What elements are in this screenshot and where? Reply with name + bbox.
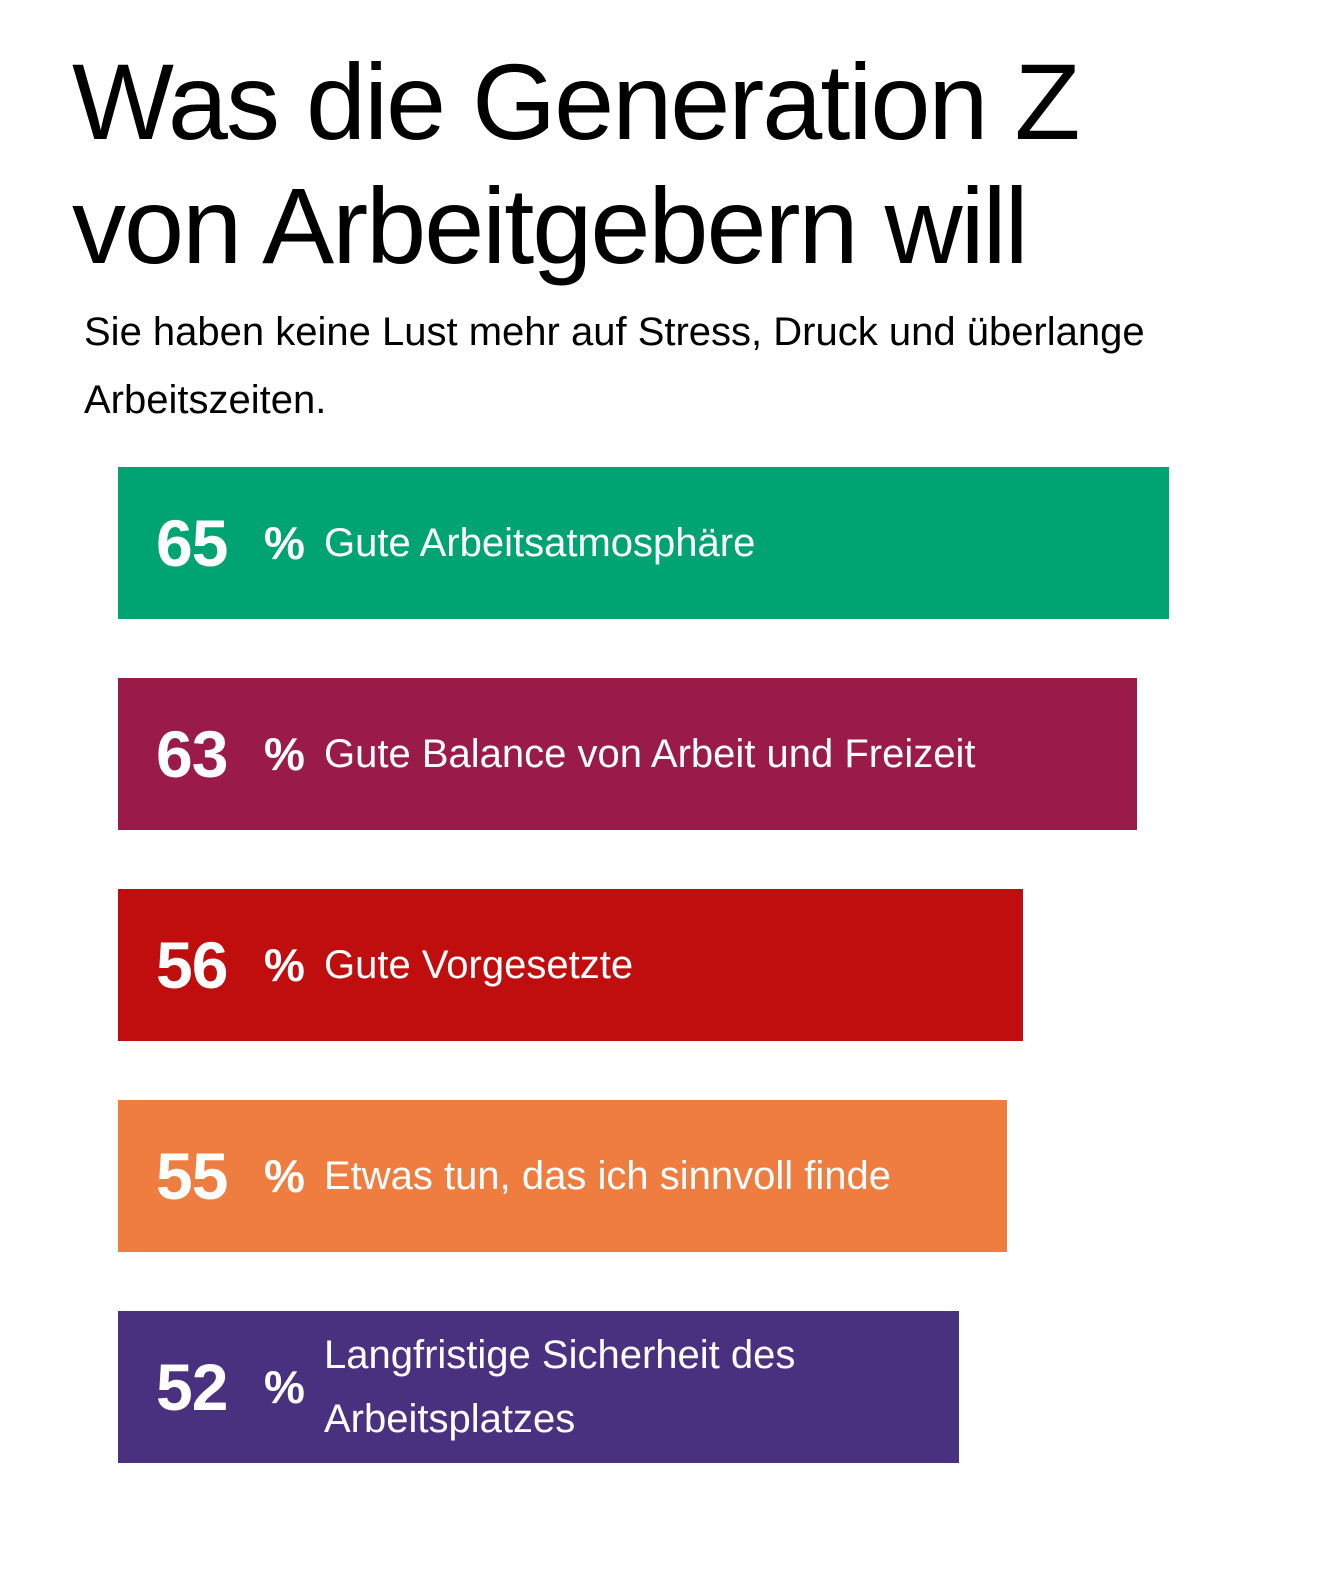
bar-category-label: Gute Arbeitsatmosphäre — [324, 521, 756, 565]
percent-sign: % — [264, 517, 305, 569]
percent-sign: % — [264, 1150, 305, 1202]
bar-3: 56% Gute Vorgesetzte — [118, 889, 1023, 1041]
bar-value-label: 56 — [156, 928, 228, 1002]
bar-category-label: Langfristige Sicherheit des Arbeitsplatz… — [324, 1333, 796, 1441]
percent-sign: % — [264, 728, 305, 780]
bar-value-label: 55 — [156, 1139, 228, 1213]
bar-value-label: 52 — [156, 1350, 228, 1424]
bar-4: 55% Etwas tun, das ich sinnvoll finde — [118, 1100, 1007, 1252]
bar-category-label: Etwas tun, das ich sinnvoll finde — [324, 1154, 891, 1198]
bar-category-label: Gute Balance von Arbeit und Freizeit — [324, 732, 976, 776]
bar-value-label: 63 — [156, 717, 228, 791]
bar-1: 65% Gute Arbeitsatmosphäre — [118, 467, 1169, 619]
bar-category-label: Gute Vorgesetzte — [324, 943, 634, 987]
bar-2: 63% Gute Balance von Arbeit und Freizeit — [118, 678, 1137, 830]
chart-title: Was die Generation Z von Arbeitgebern wi… — [72, 41, 1080, 286]
percent-sign: % — [264, 939, 305, 991]
bar-value-label: 65 — [156, 506, 228, 580]
chart-subtitle: Sie haben keine Lust mehr auf Stress, Dr… — [84, 310, 1145, 422]
percent-sign: % — [264, 1361, 305, 1413]
bar-5: 52% Langfristige Sicherheit des Arbeitspl… — [118, 1311, 959, 1463]
